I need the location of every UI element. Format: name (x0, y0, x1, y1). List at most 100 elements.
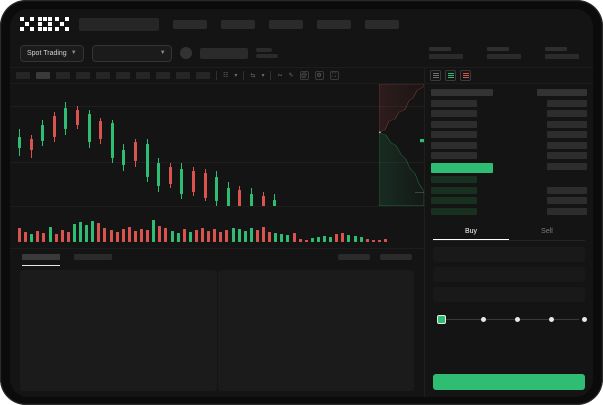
volume-bar (85, 224, 89, 242)
amount-field[interactable] (433, 267, 585, 282)
volume-bar (286, 234, 290, 242)
volume-bar (359, 236, 363, 242)
bottom-action[interactable] (380, 254, 412, 260)
toolbar-divider (216, 71, 217, 80)
pair-selector[interactable]: ▼ (91, 44, 172, 62)
orderbook-ask-row[interactable] (431, 152, 587, 159)
settings-icon[interactable]: ⚙ (314, 71, 324, 80)
orderbook-asks-icon[interactable] (460, 70, 471, 81)
trading-mode-label: Spot Trading (27, 49, 67, 57)
orderbook-ask-row[interactable] (431, 141, 587, 149)
pencil-icon[interactable]: ✎ (288, 72, 294, 79)
volume-bar (310, 237, 314, 242)
indicators-icon[interactable]: ☷ (223, 72, 229, 79)
orderbook-rows (425, 84, 593, 220)
compare-icon[interactable]: ⇆ (250, 72, 256, 79)
timeframe-button[interactable] (116, 72, 130, 79)
volume-bar (219, 231, 223, 242)
orderbook-bids-icon[interactable] (445, 70, 456, 81)
slider-stop[interactable] (548, 316, 554, 322)
orderbook-column: Buy Sell (425, 67, 593, 397)
bottom-panels (10, 266, 424, 398)
timeframe-button[interactable] (16, 72, 30, 79)
volume-bar (298, 238, 302, 242)
orderbook-ask-row[interactable] (431, 131, 587, 138)
candle-series (10, 84, 424, 206)
bottom-tab[interactable] (74, 254, 112, 260)
orderbook-ask-row[interactable] (431, 120, 587, 128)
price-field[interactable] (433, 247, 585, 262)
volume-bar (42, 232, 46, 242)
coin-avatar (179, 47, 192, 59)
slider-stop[interactable] (581, 316, 587, 322)
volume-bar (225, 229, 229, 242)
bottom-tab-active[interactable] (22, 254, 60, 266)
orderbook-bid-row[interactable] (431, 186, 587, 194)
volume-bar (30, 233, 34, 242)
slider-stop[interactable] (514, 316, 520, 322)
submit-buy-button[interactable] (433, 374, 585, 390)
volume-bar (341, 232, 345, 242)
chevron-down-icon: ▼ (70, 50, 77, 56)
tab-buy[interactable]: Buy (433, 224, 509, 240)
volume-bar (188, 231, 192, 242)
volume-bar (335, 233, 339, 242)
line-chart-icon[interactable]: ∾ (277, 72, 283, 79)
search-input[interactable] (79, 17, 159, 31)
depth-chart-overlay (379, 84, 424, 206)
bottom-panel[interactable] (217, 269, 414, 391)
bottom-panel[interactable] (20, 269, 217, 391)
orderbook-ask-row[interactable] (431, 99, 587, 107)
timeframe-button[interactable] (176, 72, 190, 79)
order-form (425, 241, 593, 369)
chevron-down-icon[interactable]: ▾ (234, 72, 238, 79)
timeframe-button[interactable] (76, 72, 90, 79)
nav-item[interactable] (221, 19, 255, 29)
toolbar-divider (270, 71, 272, 80)
chart-toolbar: ☷ ▾ ⇆ ▾ ∾ ✎ @ ⚙ ⛶ (10, 67, 424, 84)
nav-item[interactable] (269, 19, 303, 29)
orderbook-mark-price (431, 162, 587, 173)
volume-bar (262, 226, 265, 242)
orderbook-bid-row[interactable] (431, 197, 587, 204)
timeframe-button[interactable] (56, 72, 70, 79)
timeframe-button[interactable] (156, 72, 170, 79)
alert-icon[interactable]: @ (299, 71, 309, 80)
chevron-down-icon[interactable]: ▾ (261, 72, 265, 79)
gridline (10, 106, 424, 107)
nav-item[interactable] (173, 19, 207, 29)
timeframe-button[interactable] (136, 72, 150, 79)
candlestick-chart[interactable] (10, 84, 424, 206)
volume-histogram (10, 205, 424, 248)
market-stat (487, 47, 521, 59)
nav-item[interactable] (365, 19, 399, 29)
market-stat (545, 47, 579, 59)
total-field[interactable] (433, 287, 585, 302)
slider-handle[interactable] (437, 314, 446, 324)
volume-bar (377, 239, 381, 242)
slider-track (439, 319, 579, 320)
timeframe-button[interactable] (196, 72, 210, 79)
volume-bar (237, 228, 241, 242)
slider-stop[interactable] (480, 316, 486, 322)
nav-item[interactable] (317, 19, 351, 29)
fullscreen-icon[interactable]: ⛶ (329, 71, 339, 80)
amount-slider[interactable] (435, 313, 587, 327)
volume-bar (353, 235, 357, 242)
volume-bar (146, 229, 150, 242)
tab-sell[interactable]: Sell (541, 228, 553, 235)
timeframe-button[interactable] (96, 72, 110, 79)
chevron-down-icon: ▼ (159, 50, 166, 56)
timeframe-button-active[interactable] (36, 72, 50, 79)
bottom-action[interactable] (338, 254, 370, 260)
orderbook-column-headers (431, 89, 587, 96)
bottom-actions (338, 254, 412, 260)
volume-bar (103, 227, 107, 242)
trading-mode-selector[interactable]: Spot Trading ▼ (20, 44, 84, 62)
orderbook-bid-row[interactable] (431, 207, 587, 215)
okx-logo[interactable] (20, 17, 69, 31)
volume-bar (347, 234, 351, 242)
orderbook-ask-row[interactable] (431, 110, 587, 117)
orderbook-bid-row[interactable] (431, 176, 587, 183)
orderbook-both-icon[interactable] (430, 70, 441, 81)
